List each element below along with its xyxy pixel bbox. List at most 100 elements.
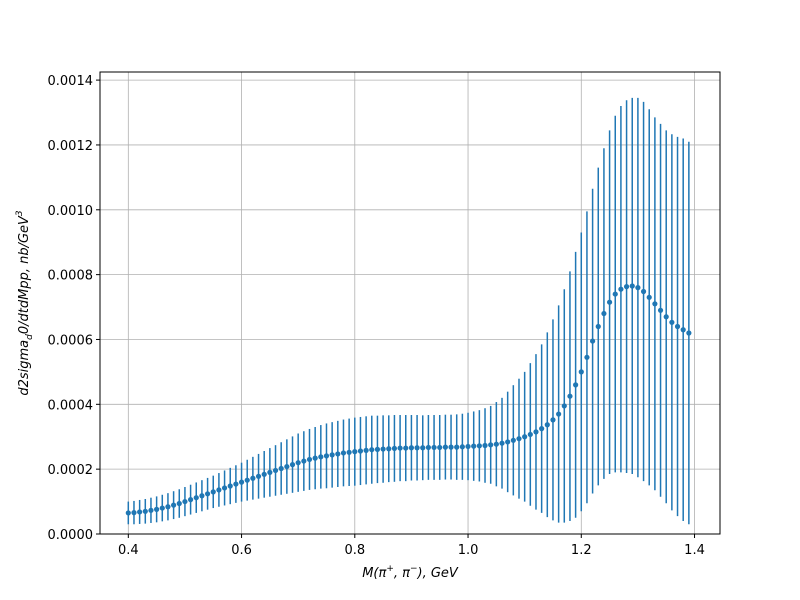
data-point — [567, 393, 573, 399]
x-tick-label: 1.2 — [571, 543, 592, 558]
data-point — [210, 489, 216, 495]
x-tick-label: 1.0 — [458, 543, 479, 558]
y-tick-label: 0.0012 — [48, 139, 94, 154]
data-point — [216, 487, 222, 493]
data-point — [369, 447, 375, 453]
data-point — [669, 319, 675, 325]
data-point — [442, 444, 448, 450]
data-point — [623, 284, 630, 290]
data-point — [606, 299, 613, 305]
data-point — [539, 426, 545, 432]
data-point — [357, 448, 364, 454]
data-point — [657, 307, 664, 313]
data-point — [680, 327, 686, 333]
data-point — [154, 506, 160, 512]
data-point — [221, 485, 228, 491]
data-point — [448, 444, 454, 450]
data-point — [590, 338, 596, 344]
x-label-sup: + — [386, 564, 394, 574]
x-label-sup: − — [410, 564, 418, 574]
y-tick-label: 0.0004 — [48, 398, 94, 413]
data-point — [510, 437, 516, 443]
data-point — [289, 462, 296, 468]
data-point — [340, 450, 347, 456]
data-point — [301, 458, 307, 464]
data-point — [306, 456, 313, 463]
data-point — [595, 323, 601, 330]
y-tick-label: 0.0000 — [48, 528, 94, 543]
data-point — [516, 436, 522, 442]
y-tick-label: 0.0014 — [48, 74, 94, 89]
data-point — [374, 446, 381, 452]
y-label-part: d2sigma — [17, 340, 32, 396]
data-point — [493, 441, 499, 447]
data-point — [165, 504, 171, 510]
data-point — [204, 491, 211, 497]
data-point — [323, 453, 330, 459]
x-tick-label: 0.8 — [344, 543, 365, 558]
data-point — [663, 314, 669, 320]
x-label-part: , π — [394, 566, 410, 581]
data-point — [159, 505, 165, 511]
data-point — [578, 369, 584, 375]
x-tick-label: 0.4 — [118, 543, 139, 558]
data-point — [420, 445, 426, 451]
data-point — [176, 500, 182, 507]
data-point — [233, 481, 239, 487]
data-point — [352, 449, 358, 455]
data-point — [476, 443, 482, 449]
data-point — [482, 442, 488, 449]
data-point — [459, 444, 465, 450]
data-point — [454, 444, 460, 450]
data-point — [295, 460, 301, 466]
data-point — [629, 283, 635, 289]
data-point — [414, 445, 420, 451]
data-point — [465, 443, 471, 450]
data-point — [527, 431, 533, 438]
data-point — [125, 510, 131, 516]
data-point — [403, 445, 409, 451]
data-point — [255, 473, 262, 479]
data-point — [584, 354, 590, 360]
y-label-part: 0/dtdMpp, nb/GeV — [17, 215, 32, 334]
data-point — [499, 440, 505, 446]
data-point — [244, 477, 250, 483]
y-tick-label: 0.0010 — [48, 204, 94, 219]
data-point — [573, 382, 579, 388]
data-point — [335, 451, 341, 457]
data-point — [612, 291, 618, 297]
y-label-sub: d — [25, 334, 35, 340]
data-point — [471, 443, 477, 449]
data-point — [533, 429, 539, 435]
data-point — [238, 479, 245, 485]
x-tick-label: 1.4 — [684, 543, 705, 558]
data-point — [391, 445, 398, 452]
data-point — [408, 445, 415, 451]
data-point — [686, 330, 692, 336]
x-label-part: M(π — [362, 566, 386, 581]
y-tick-label: 0.0002 — [48, 463, 94, 478]
data-point — [386, 446, 392, 452]
data-point — [618, 286, 624, 292]
data-point — [278, 465, 284, 472]
data-point — [380, 446, 386, 452]
x-axis-label: M(π+, π−), GeV — [362, 564, 459, 581]
data-point — [131, 510, 137, 516]
data-point — [284, 463, 290, 470]
data-point — [544, 422, 550, 428]
data-point — [148, 507, 154, 513]
data-point — [227, 483, 233, 489]
x-tick-label: 0.6 — [231, 543, 252, 558]
data-point — [646, 294, 652, 300]
y-label-sup: 3 — [15, 210, 25, 216]
data-point — [550, 417, 556, 423]
data-point — [561, 403, 567, 409]
data-point — [556, 411, 562, 417]
data-point — [261, 471, 267, 477]
data-point — [505, 439, 511, 445]
data-point — [488, 442, 494, 448]
data-point — [267, 469, 273, 475]
data-point — [635, 285, 641, 291]
data-point — [250, 475, 256, 481]
